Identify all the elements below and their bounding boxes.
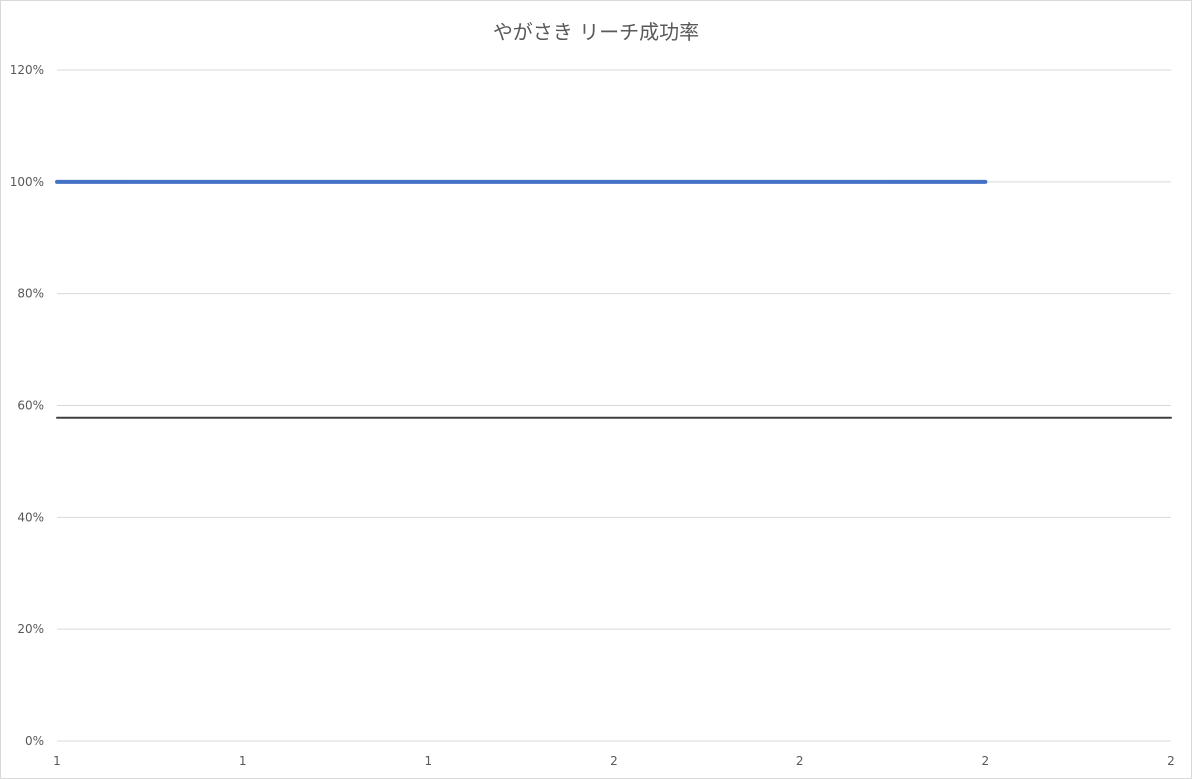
y-tick-label: 40% [17, 510, 44, 524]
series-lines [55, 179, 1172, 419]
x-tick-label: 2 [982, 754, 990, 768]
x-axis-ticks: 1 1 1 2 2 2 2 [53, 754, 1175, 768]
x-tick-label: 1 [53, 754, 61, 768]
y-tick-label: 100% [10, 175, 44, 189]
y-tick-label: 60% [17, 399, 44, 413]
x-tick-label: 2 [796, 754, 804, 768]
x-tick-label: 2 [610, 754, 618, 768]
y-tick-label: 20% [17, 622, 44, 636]
y-axis-ticks: 0% 20% 40% 60% 80% 100% 120% [10, 63, 44, 748]
y-tick-label: 120% [10, 63, 44, 77]
x-tick-label: 1 [239, 754, 247, 768]
y-tick-label: 80% [17, 287, 44, 301]
x-tick-label: 2 [1167, 754, 1175, 768]
x-tick-label: 1 [425, 754, 433, 768]
gridlines [57, 69, 1171, 742]
chart-title: やがさき リーチ成功率 [492, 20, 700, 44]
y-tick-label: 0% [25, 734, 44, 748]
